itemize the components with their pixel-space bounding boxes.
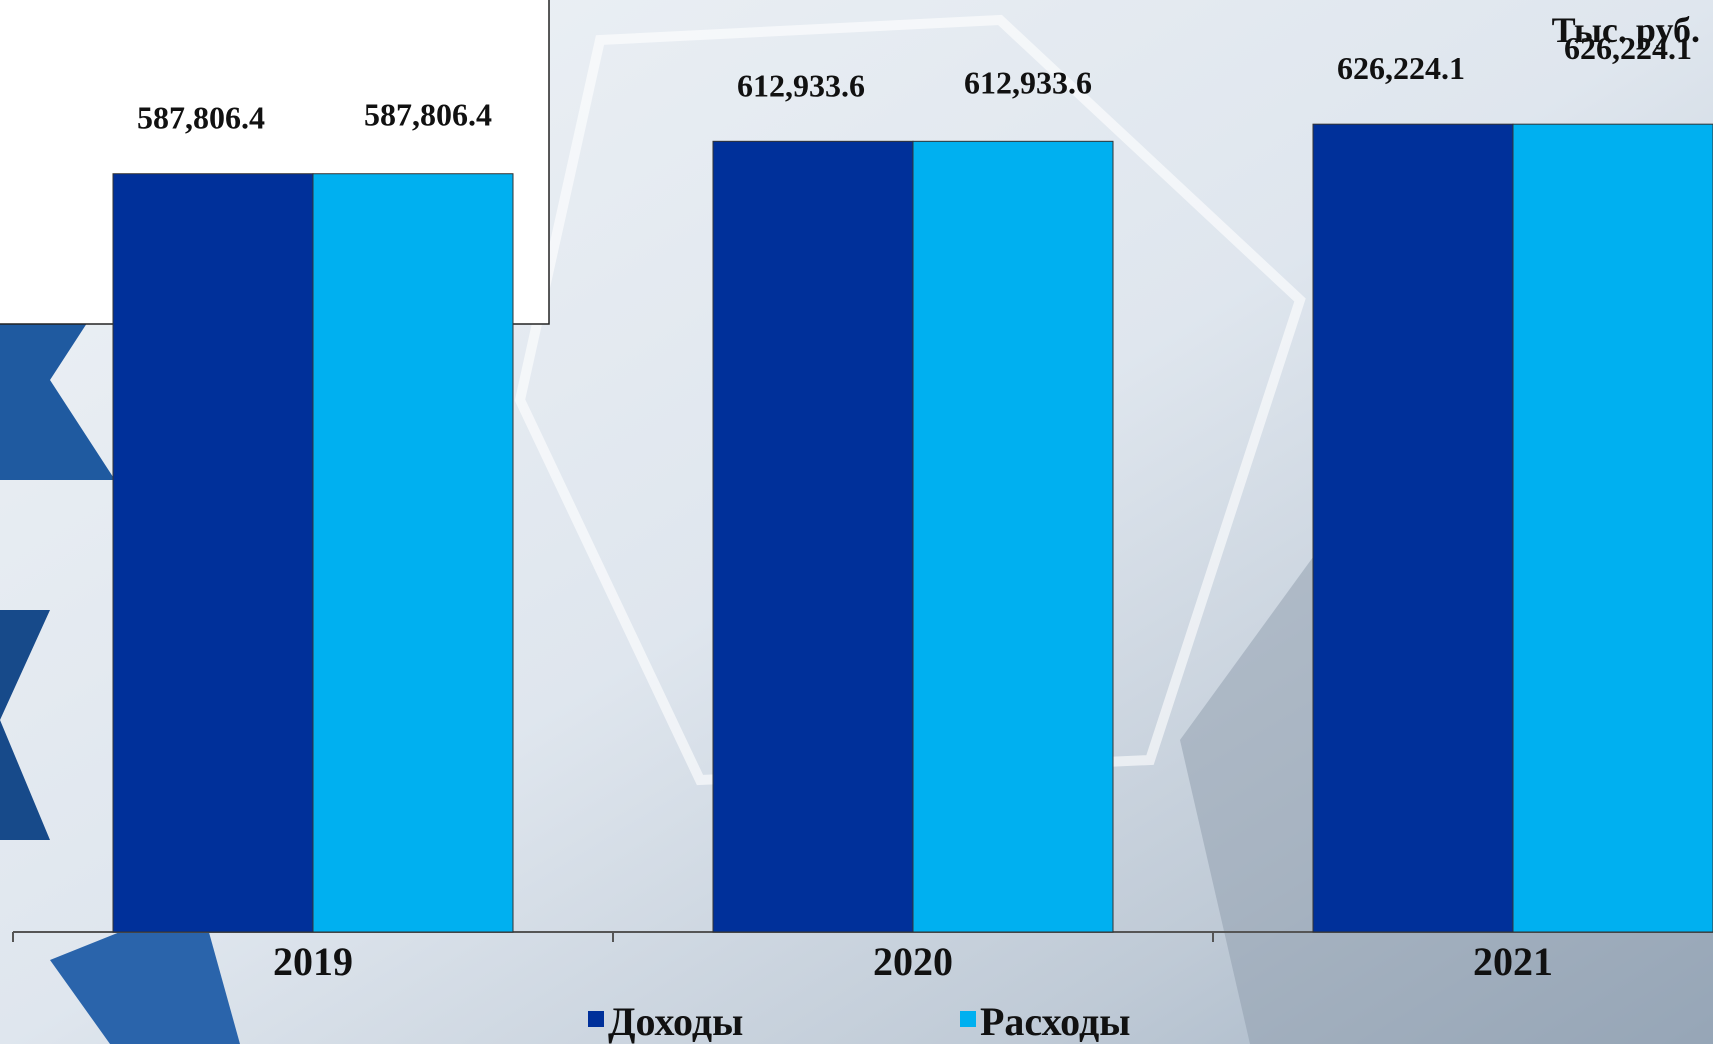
x-tick-label: 2020 bbox=[873, 939, 953, 984]
bar bbox=[113, 174, 313, 932]
bar bbox=[313, 174, 513, 932]
x-tick-label: 2021 bbox=[1473, 939, 1553, 984]
bar bbox=[713, 141, 913, 932]
legend-label: Доходы bbox=[608, 999, 743, 1044]
legend-label: Расходы bbox=[980, 999, 1130, 1044]
page: Тыс. руб. 2019587,806.4587,806.42020612,… bbox=[0, 0, 1713, 1044]
value-label: 612,933.6 bbox=[737, 67, 865, 103]
value-label: 612,933.6 bbox=[964, 64, 1092, 100]
value-label: 587,806.4 bbox=[364, 97, 492, 133]
bar bbox=[913, 141, 1113, 932]
chart: Тыс. руб. 2019587,806.4587,806.42020612,… bbox=[0, 0, 1713, 1044]
legend-key bbox=[588, 1011, 604, 1027]
bar bbox=[1313, 124, 1513, 932]
value-label: 626,224.1 bbox=[1337, 50, 1465, 86]
legend-key bbox=[960, 1011, 976, 1027]
x-tick-label: 2019 bbox=[273, 939, 353, 984]
value-label: 587,806.4 bbox=[137, 100, 265, 136]
value-label: 626,224.1 bbox=[1564, 30, 1692, 66]
bar bbox=[1513, 124, 1713, 932]
